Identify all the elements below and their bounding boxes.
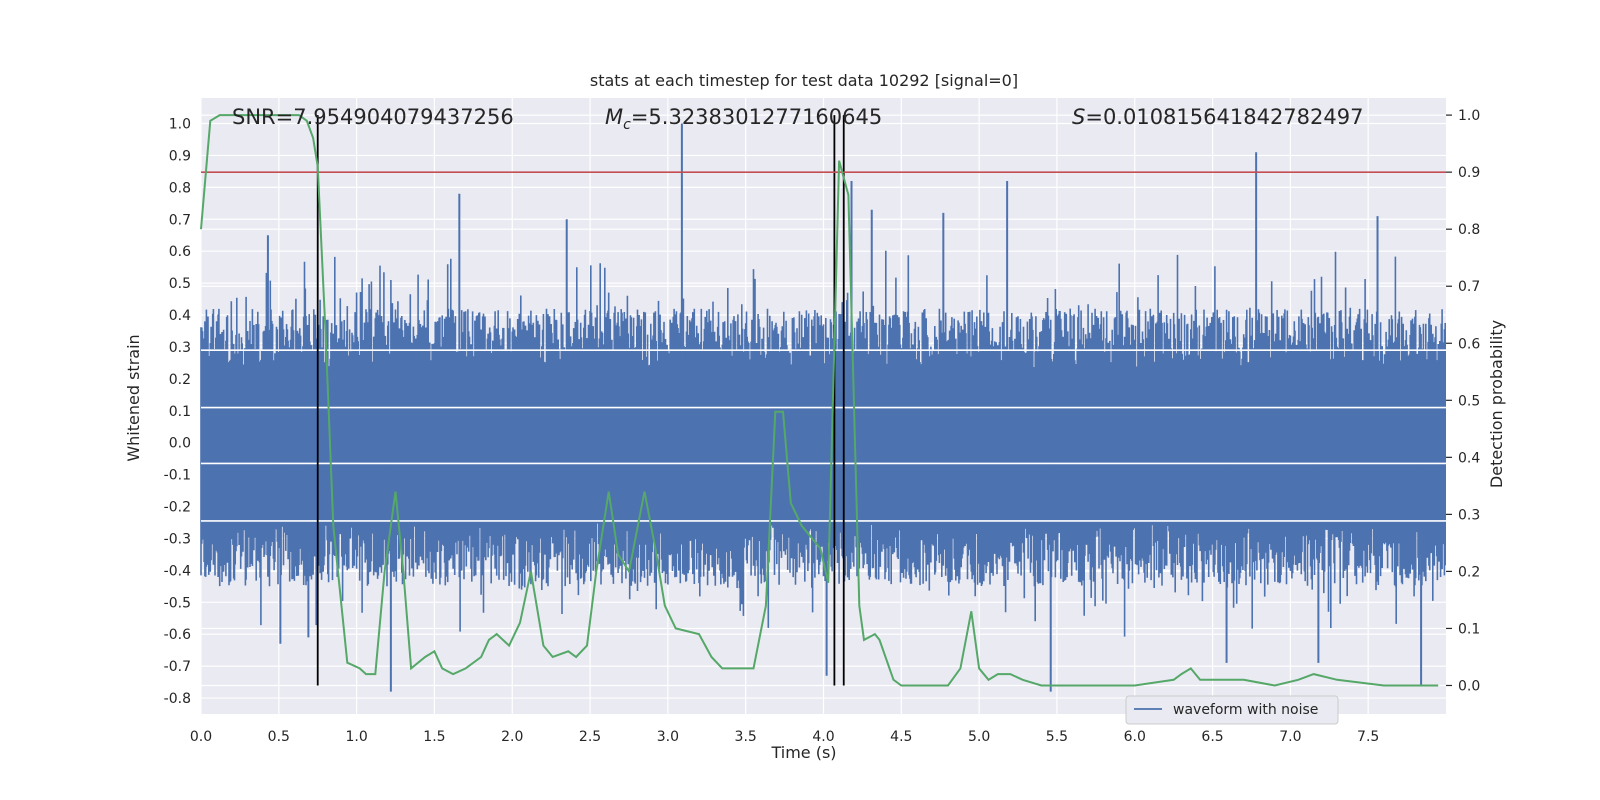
mc-symbol: M [605, 105, 623, 129]
waveform-series [200, 123, 1446, 692]
y2-tick-label: 0.1 [1458, 621, 1480, 637]
x-tick-label: 4.5 [890, 729, 912, 745]
y2-tick-label: 0.3 [1458, 507, 1480, 523]
waveform-trace [200, 250, 1446, 637]
x-tick-label: 5.5 [1046, 729, 1068, 745]
y-tick-label: 0.1 [169, 404, 191, 420]
y-tick-label: -0.3 [164, 531, 191, 547]
x-tick-label: 2.0 [501, 729, 523, 745]
y-tick-label: 0.6 [169, 244, 191, 260]
y2-tick-label: 0.2 [1458, 564, 1480, 580]
s-annotation: S=0.010815641842782497 [1072, 105, 1363, 129]
x-tick-label: 1.5 [423, 729, 445, 745]
y2-tick-label: 0.7 [1458, 279, 1480, 295]
x-tick-label: 0.0 [190, 729, 212, 745]
s-symbol: S [1072, 105, 1085, 129]
x-tick-label: 4.0 [812, 729, 834, 745]
y-tick-label: -0.4 [164, 563, 191, 579]
x-tick-labels: 0.0 0.5 1.0 1.5 2.0 2.5 3.0 3.5 4.0 4.5 5.0 5.5 6.0 6… [190, 729, 1379, 745]
chirp-mass-annotation: Mc=5.3238301277160645 [605, 105, 882, 133]
legend-label: waveform with noise [1173, 702, 1318, 718]
y-tick-label: -0.7 [164, 659, 191, 675]
x-tick-label: 2.5 [579, 729, 601, 745]
mc-value: =5.3238301277160645 [631, 105, 882, 129]
y-tick-labels: 1.0 0.9 0.8 0.7 0.6 0.5 0.4 0.3 0.2 0.1 0.0 -0.1 -0.… [164, 117, 191, 708]
y-tick-label: 0.4 [169, 308, 191, 324]
chart-title: stats at each timestep for test data 102… [590, 71, 1018, 90]
snr-annotation: SNR=7.954904079437256 [232, 105, 514, 129]
x-axis-label: Time (s) [770, 743, 836, 762]
y-tick-label: 0.5 [169, 276, 191, 292]
y2-tick-label: 0.4 [1458, 450, 1480, 466]
s-value: =0.010815641842782497 [1085, 105, 1363, 129]
y2-axis-label: Detection probability [1487, 320, 1506, 488]
x-tick-label: 6.0 [1124, 729, 1146, 745]
y2-tick-label: 0.0 [1458, 678, 1480, 694]
y2-tick-label: 0.8 [1458, 222, 1480, 238]
y-tick-label: 0.9 [169, 148, 191, 164]
y-tick-label: -0.8 [164, 691, 191, 707]
legend: waveform with noise [1125, 695, 1339, 725]
y-tick-label: -0.2 [164, 500, 191, 516]
y-tick-label: 1.0 [169, 117, 191, 133]
x-tick-label: 0.5 [268, 729, 290, 745]
y2-tick-label: 1.0 [1458, 108, 1480, 124]
mc-subscript: c [623, 117, 631, 133]
y-tick-label: 0.3 [169, 340, 191, 356]
marker-lines [316, 115, 845, 686]
y2-tick-labels: 1.0 0.9 0.8 0.7 0.6 0.5 0.4 0.3 0.2 0.1 0.0 [1446, 108, 1480, 694]
x-tick-label: 3.5 [735, 729, 757, 745]
y-tick-label: -0.5 [164, 595, 191, 611]
x-tick-label: 7.5 [1357, 729, 1379, 745]
legend-box [1125, 695, 1339, 725]
y-tick-label: 0.0 [169, 436, 191, 452]
x-tick-label: 5.0 [968, 729, 990, 745]
y-tick-label: -0.1 [164, 468, 191, 484]
y2-tick-label: 0.6 [1458, 336, 1480, 352]
y2-tick-label: 0.5 [1458, 393, 1480, 409]
x-tick-label: 1.0 [345, 729, 367, 745]
probability-line [200, 114, 1439, 687]
x-tick-label: 7.0 [1279, 729, 1301, 745]
y-tick-label: 0.2 [169, 372, 191, 388]
y-tick-label: 0.7 [169, 212, 191, 228]
y-tick-label: 0.8 [169, 180, 191, 196]
y-tick-label: -0.6 [164, 627, 191, 643]
probability-series [200, 114, 1439, 687]
x-tick-label: 3.0 [657, 729, 679, 745]
y2-tick-label: 0.9 [1458, 165, 1480, 181]
x-tick-label: 6.5 [1201, 729, 1223, 745]
y-axis-label: Whitened strain [124, 334, 143, 461]
